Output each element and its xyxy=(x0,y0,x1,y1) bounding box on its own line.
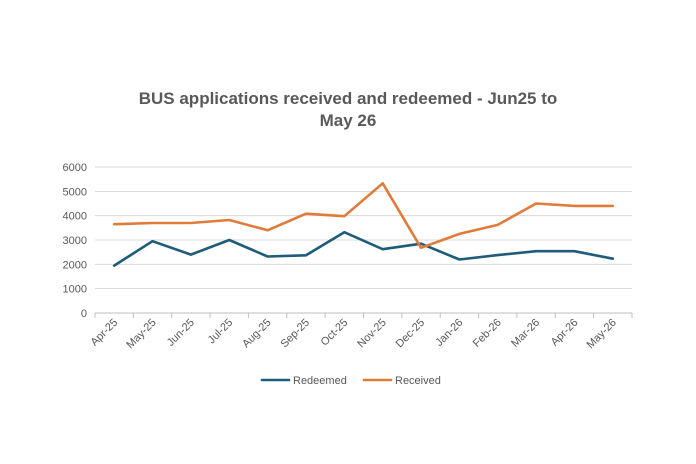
chart-title: BUS applications received and redeemed -… xyxy=(0,88,696,132)
x-tick-label: Mar-26 xyxy=(509,317,542,350)
y-tick-label: 4000 xyxy=(63,211,87,223)
legend-label: Redeemed xyxy=(293,375,347,387)
series-line-received xyxy=(112,182,615,250)
legend-label: Received xyxy=(395,375,441,387)
x-tick-label: Jul-25 xyxy=(206,317,236,347)
x-tick-label: Aug-25 xyxy=(240,317,274,351)
x-tick-label: Dec-25 xyxy=(394,317,428,351)
x-tick-label: May-26 xyxy=(585,317,619,351)
x-tick-label: Feb-26 xyxy=(471,317,504,350)
y-tick-label: 0 xyxy=(81,308,87,320)
x-tick-label: May-25 xyxy=(124,317,158,351)
x-tick-label: Jun-25 xyxy=(165,317,197,349)
chart-title-line-2: May 26 xyxy=(319,111,377,130)
y-tick-label: 2000 xyxy=(63,259,87,271)
x-tick-label: Oct-25 xyxy=(319,317,351,349)
x-tick-label: Sep-25 xyxy=(279,317,313,351)
x-tick-label: Apr-26 xyxy=(549,317,581,349)
y-tick-label: 5000 xyxy=(63,186,87,198)
y-tick-label: 6000 xyxy=(63,162,87,174)
y-tick-label: 3000 xyxy=(63,235,87,247)
chart-title-line-1: BUS applications received and redeemed -… xyxy=(138,89,558,108)
x-tick-label: Nov-25 xyxy=(355,317,389,351)
y-tick-label: 1000 xyxy=(63,284,87,296)
series-line-redeemed xyxy=(112,230,615,267)
x-tick-label: Jan-26 xyxy=(433,317,465,349)
x-tick-label: Apr-25 xyxy=(88,317,120,349)
